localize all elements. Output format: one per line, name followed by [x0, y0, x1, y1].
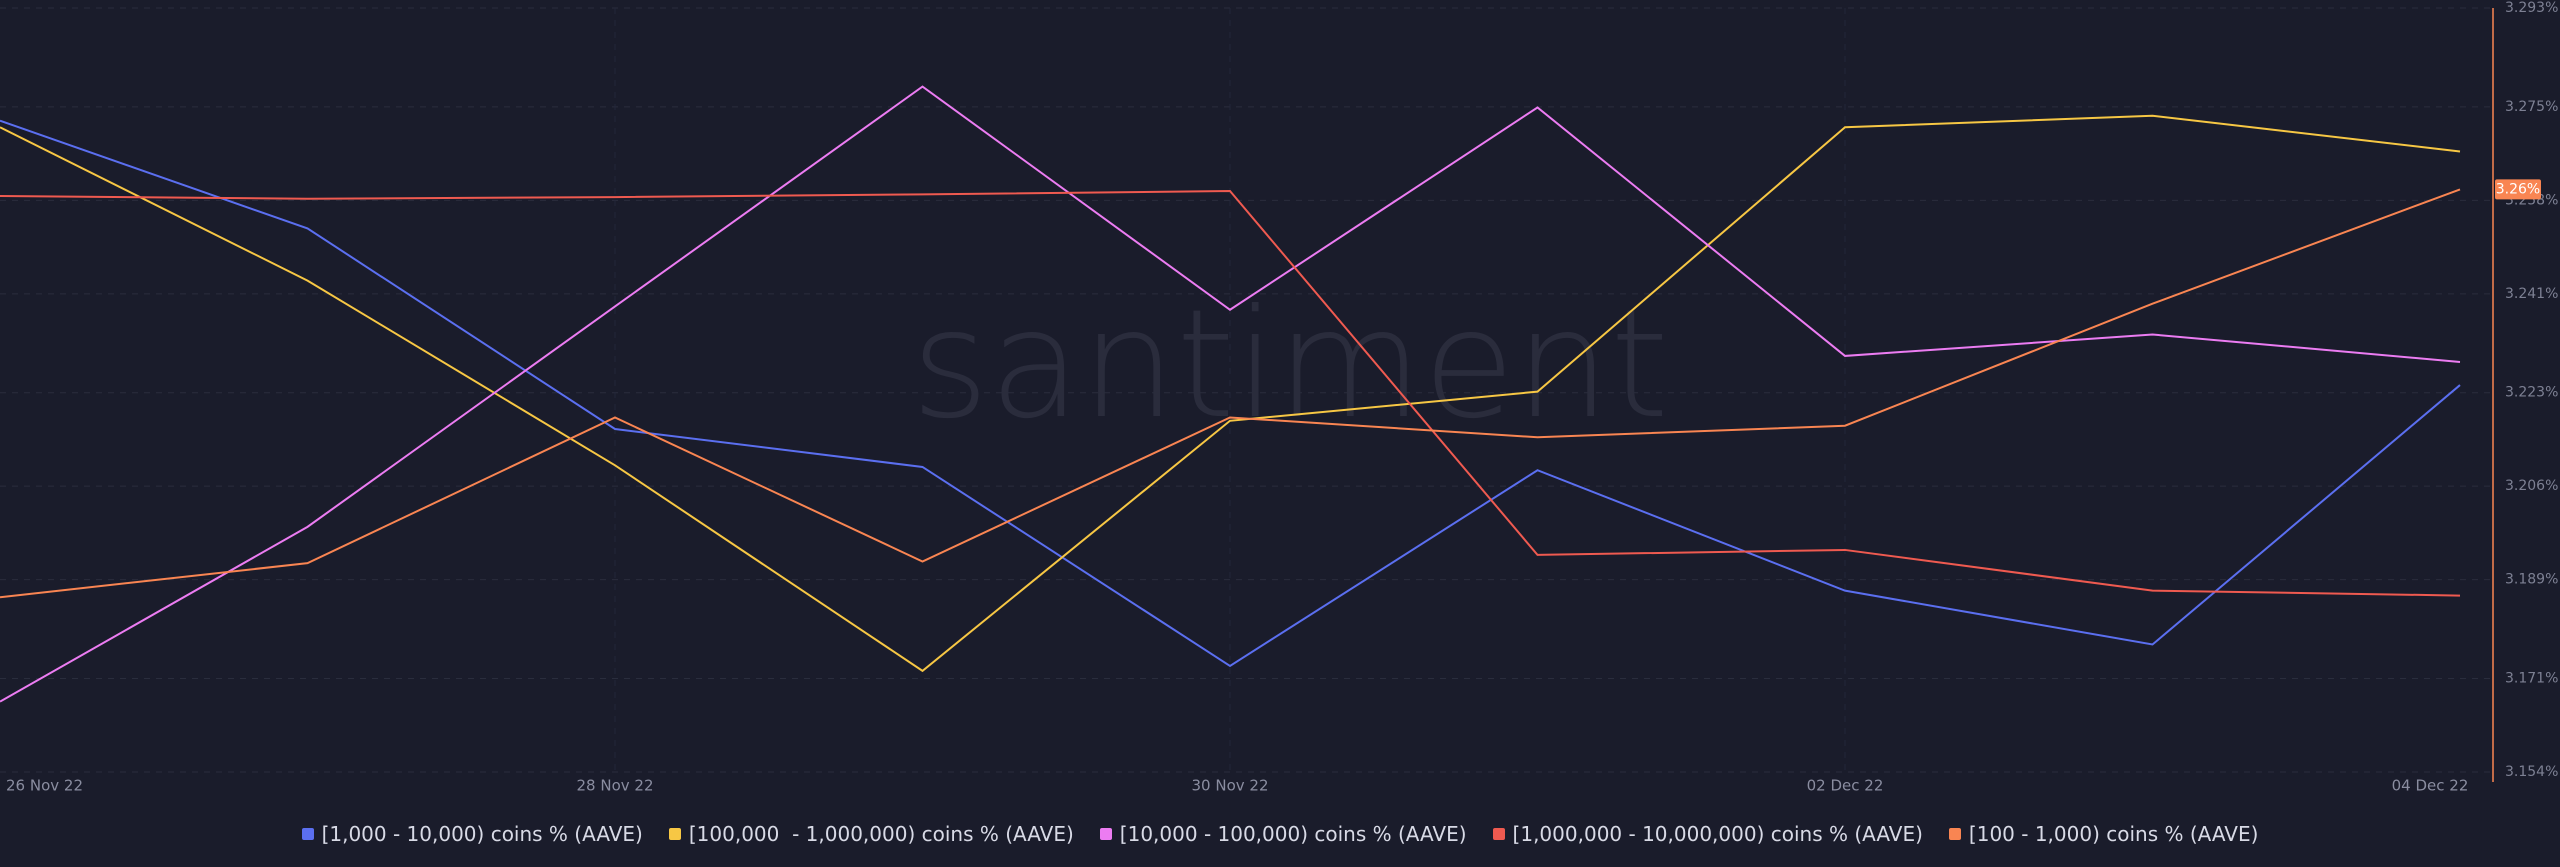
- x-tick-label: 30 Nov 22: [1192, 777, 1269, 795]
- series-line: [0, 85, 2461, 703]
- x-tick-label: 04 Dec 22: [2392, 777, 2469, 795]
- legend-swatch: [1948, 828, 1961, 840]
- legend-label: [100,000 - 1,000,000) coins % (AAVE): [688, 822, 1074, 846]
- y-tick-label: 3.223%: [2505, 385, 2558, 401]
- series-line: [0, 188, 2461, 599]
- legend-item[interactable]: [10,000 - 100,000) coins % (AAVE): [1099, 822, 1467, 846]
- value-label-bg: [2495, 179, 2541, 200]
- value-label: 3.26%: [2496, 181, 2540, 197]
- legend-label: [1,000,000 - 10,000,000) coins % (AAVE): [1512, 822, 1923, 846]
- y-tick-label: 3.189%: [2505, 572, 2558, 588]
- legend-label: [10,000 - 100,000) coins % (AAVE): [1119, 822, 1467, 846]
- legend-item[interactable]: [100,000 - 1,000,000) coins % (AAVE): [668, 822, 1074, 846]
- legend-swatch: [668, 828, 681, 840]
- y-tick-label: 3.241%: [2505, 286, 2558, 302]
- legend-swatch: [1492, 828, 1505, 840]
- y-tick-label: 3.154%: [2505, 764, 2558, 780]
- watermark: santiment: [911, 278, 1669, 452]
- series-line: [0, 114, 2461, 673]
- series-line: [0, 119, 2461, 668]
- y-tick-label: 3.293%: [2505, 0, 2558, 16]
- legend: [1,000 - 10,000) coins % (AAVE) [100,000 …: [0, 814, 2560, 854]
- x-tick-label: 02 Dec 22: [1807, 777, 1884, 795]
- y-tick-label: 3.206%: [2505, 478, 2558, 494]
- y-tick-label: 3.275%: [2505, 99, 2558, 115]
- x-tick-label: 26 Nov 22: [6, 777, 83, 795]
- legend-label: [1,000 - 10,000) coins % (AAVE): [321, 822, 643, 846]
- legend-swatch: [301, 828, 314, 840]
- x-tick-label: 28 Nov 22: [577, 777, 654, 795]
- y-tick-label: 3.171%: [2505, 671, 2558, 687]
- legend-item[interactable]: [1,000,000 - 10,000,000) coins % (AAVE): [1492, 822, 1923, 846]
- legend-item[interactable]: [1,000 - 10,000) coins % (AAVE): [301, 822, 643, 846]
- series-line: [0, 190, 2461, 597]
- legend-swatch: [1099, 828, 1112, 840]
- legend-label: [100 - 1,000) coins % (AAVE): [1968, 822, 2259, 846]
- legend-item[interactable]: [100 - 1,000) coins % (AAVE): [1948, 822, 2259, 846]
